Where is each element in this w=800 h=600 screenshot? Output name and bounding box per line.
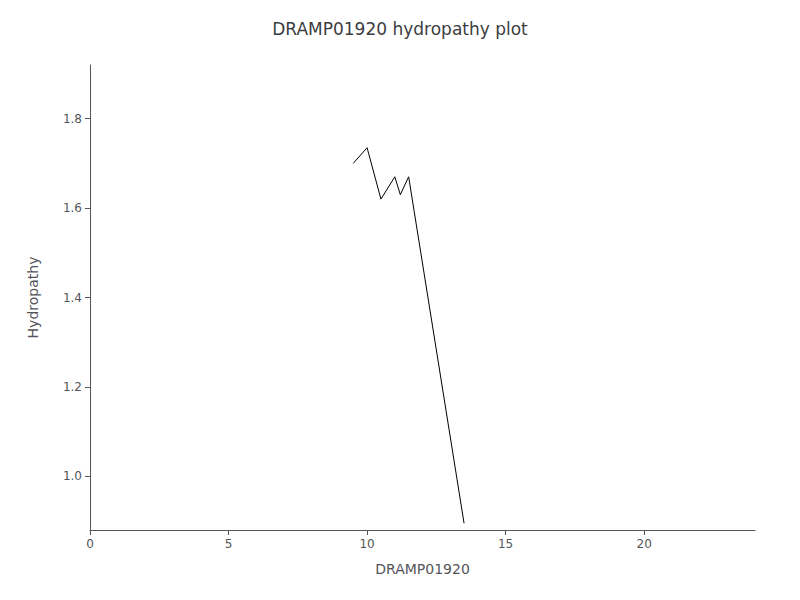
- svg-text:1.2: 1.2: [63, 380, 82, 394]
- svg-text:DRAMP01920: DRAMP01920: [375, 561, 470, 577]
- svg-text:0: 0: [86, 537, 94, 551]
- svg-text:1.4: 1.4: [63, 291, 82, 305]
- svg-text:Hydropathy: Hydropathy: [25, 257, 41, 339]
- svg-text:5: 5: [225, 537, 233, 551]
- svg-text:DRAMP01920 hydropathy plot: DRAMP01920 hydropathy plot: [272, 19, 528, 39]
- svg-text:1.8: 1.8: [63, 112, 82, 126]
- svg-text:1.0: 1.0: [63, 469, 82, 483]
- svg-text:20: 20: [637, 537, 652, 551]
- svg-text:1.6: 1.6: [63, 201, 82, 215]
- svg-text:15: 15: [498, 537, 513, 551]
- svg-text:10: 10: [359, 537, 374, 551]
